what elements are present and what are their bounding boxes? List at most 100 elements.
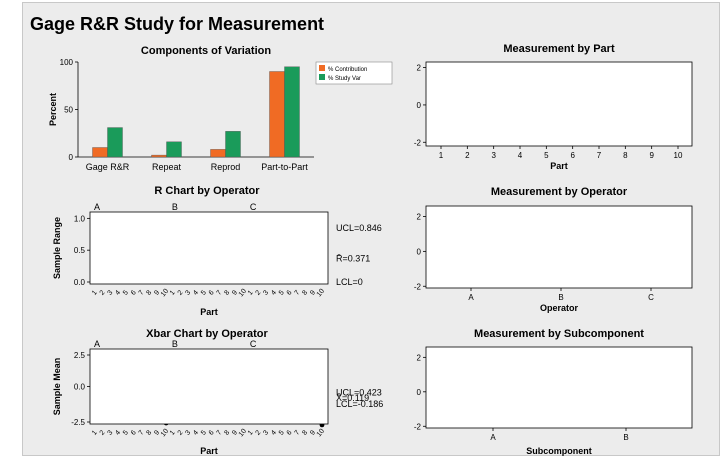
operator-label: A xyxy=(94,339,100,349)
control-limit-label: LCL=0 xyxy=(336,277,363,287)
x-tick-label: 3 xyxy=(262,289,270,297)
x-tick-label: 9 xyxy=(153,429,161,437)
legend-box xyxy=(315,61,393,85)
control-limit-label: LCL=-0.186 xyxy=(336,399,383,409)
bar xyxy=(225,131,241,158)
operator-label: B xyxy=(172,202,178,212)
y-tick-label: 0.0 xyxy=(74,383,86,392)
x-tick-label: 3 xyxy=(184,289,192,297)
control-limit-label: X̄=0.119 xyxy=(336,393,369,403)
category-label: B xyxy=(558,293,563,302)
category-label: 2 xyxy=(465,151,470,160)
x-tick-label: 8 xyxy=(301,289,309,297)
x-axis-label: Part xyxy=(200,307,218,317)
category-label: A xyxy=(468,293,474,302)
x-axis-label: Part xyxy=(200,446,218,456)
x-tick-label: 2 xyxy=(177,429,185,437)
x-tick-label: 9 xyxy=(309,429,317,437)
x-tick-label: 8 xyxy=(145,429,153,437)
operator-label: C xyxy=(250,202,257,212)
components-of-variation-chart: 0 50 100 Percent Gage R&R Repeat Reprod Part-to… xyxy=(48,58,393,172)
x-tick-label: 4 xyxy=(192,429,200,437)
category-label: Part-to-Part xyxy=(261,162,308,172)
plot-area xyxy=(89,348,329,425)
x-tick-label: 4 xyxy=(114,429,122,437)
x-tick-label: 4 xyxy=(114,289,122,297)
plot-area xyxy=(425,346,693,429)
x-tick-label: 7 xyxy=(294,429,302,437)
x-tick-label: 2 xyxy=(99,429,107,437)
x-tick-label: 8 xyxy=(223,429,231,437)
x-tick-label: 1 xyxy=(247,429,255,437)
bar xyxy=(210,149,226,158)
x-tick-label: 4 xyxy=(192,289,200,297)
x-tick-label: 5 xyxy=(122,289,130,297)
y-tick-label: 2 xyxy=(417,64,422,73)
category-label: B xyxy=(623,433,628,442)
x-tick-label: 10 xyxy=(316,288,326,299)
category-label: 3 xyxy=(491,151,496,160)
bar xyxy=(92,147,108,158)
y-axis-label: Percent xyxy=(48,93,58,126)
y-tick-label: 0 xyxy=(417,101,422,110)
y-tick-label: 50 xyxy=(64,106,73,115)
bar xyxy=(166,141,182,158)
bar xyxy=(151,154,167,158)
y-axis-label: Sample Mean xyxy=(52,358,62,416)
x-tick-label: 3 xyxy=(107,429,115,437)
x-axis-label: Operator xyxy=(540,303,579,313)
operator-label: A xyxy=(94,202,100,212)
plot-area xyxy=(425,205,693,289)
bar xyxy=(269,71,285,158)
x-tick-label: 9 xyxy=(231,289,239,297)
panel-title: Measurement by Operator xyxy=(491,186,628,198)
x-tick-label: 5 xyxy=(200,289,208,297)
x-tick-label: 7 xyxy=(294,289,302,297)
bar xyxy=(107,127,123,158)
y-tick-label: 2 xyxy=(417,353,422,362)
x-tick-label: 1 xyxy=(91,289,99,297)
x-tick-label: 10 xyxy=(160,288,170,299)
category-label: 10 xyxy=(674,151,683,160)
control-limit-label: R̄=0.371 xyxy=(336,253,370,263)
x-tick-label: 6 xyxy=(130,429,138,437)
x-axis-label: Part xyxy=(550,161,568,171)
x-tick-label: 2 xyxy=(255,429,263,437)
x-tick-label: 10 xyxy=(316,428,326,439)
panel-title: Measurement by Part xyxy=(503,43,615,55)
x-tick-label: 9 xyxy=(309,289,317,297)
legend-swatch xyxy=(319,65,325,71)
x-tick-label: 5 xyxy=(278,289,286,297)
x-tick-label: 3 xyxy=(262,429,270,437)
category-label: 9 xyxy=(649,151,654,160)
category-label: 7 xyxy=(597,151,602,160)
x-tick-label: 3 xyxy=(107,289,115,297)
y-axis-label: Sample Range xyxy=(52,217,62,279)
category-label: 1 xyxy=(439,151,444,160)
control-limit-label: UCL=0.846 xyxy=(336,223,382,233)
x-tick-label: 5 xyxy=(122,429,130,437)
x-tick-label: 6 xyxy=(286,289,294,297)
category-label: C xyxy=(648,293,654,302)
y-tick-label: -2.5 xyxy=(71,418,85,427)
category-label: A xyxy=(490,433,496,442)
legend-label: % Contribution xyxy=(328,67,367,73)
x-tick-label: 3 xyxy=(184,429,192,437)
x-tick-label: 8 xyxy=(223,289,231,297)
x-tick-label: 10 xyxy=(238,288,248,299)
x-axis-label: Subcomponent xyxy=(526,446,592,456)
panel-title: Components of Variation xyxy=(141,45,271,57)
x-tick-label: 6 xyxy=(286,429,294,437)
bar xyxy=(284,66,300,158)
y-tick-label: 0.5 xyxy=(74,246,86,255)
category-label: 6 xyxy=(570,151,575,160)
x-tick-label: 6 xyxy=(130,289,138,297)
x-tick-label: 5 xyxy=(278,429,286,437)
plot-area xyxy=(425,61,693,147)
x-tick-label: 9 xyxy=(153,289,161,297)
panel-title: R Chart by Operator xyxy=(154,185,260,197)
x-tick-label: 2 xyxy=(99,289,107,297)
x-tick-label: 9 xyxy=(231,429,239,437)
x-tick-label: 2 xyxy=(255,289,263,297)
x-tick-label: 7 xyxy=(138,289,146,297)
